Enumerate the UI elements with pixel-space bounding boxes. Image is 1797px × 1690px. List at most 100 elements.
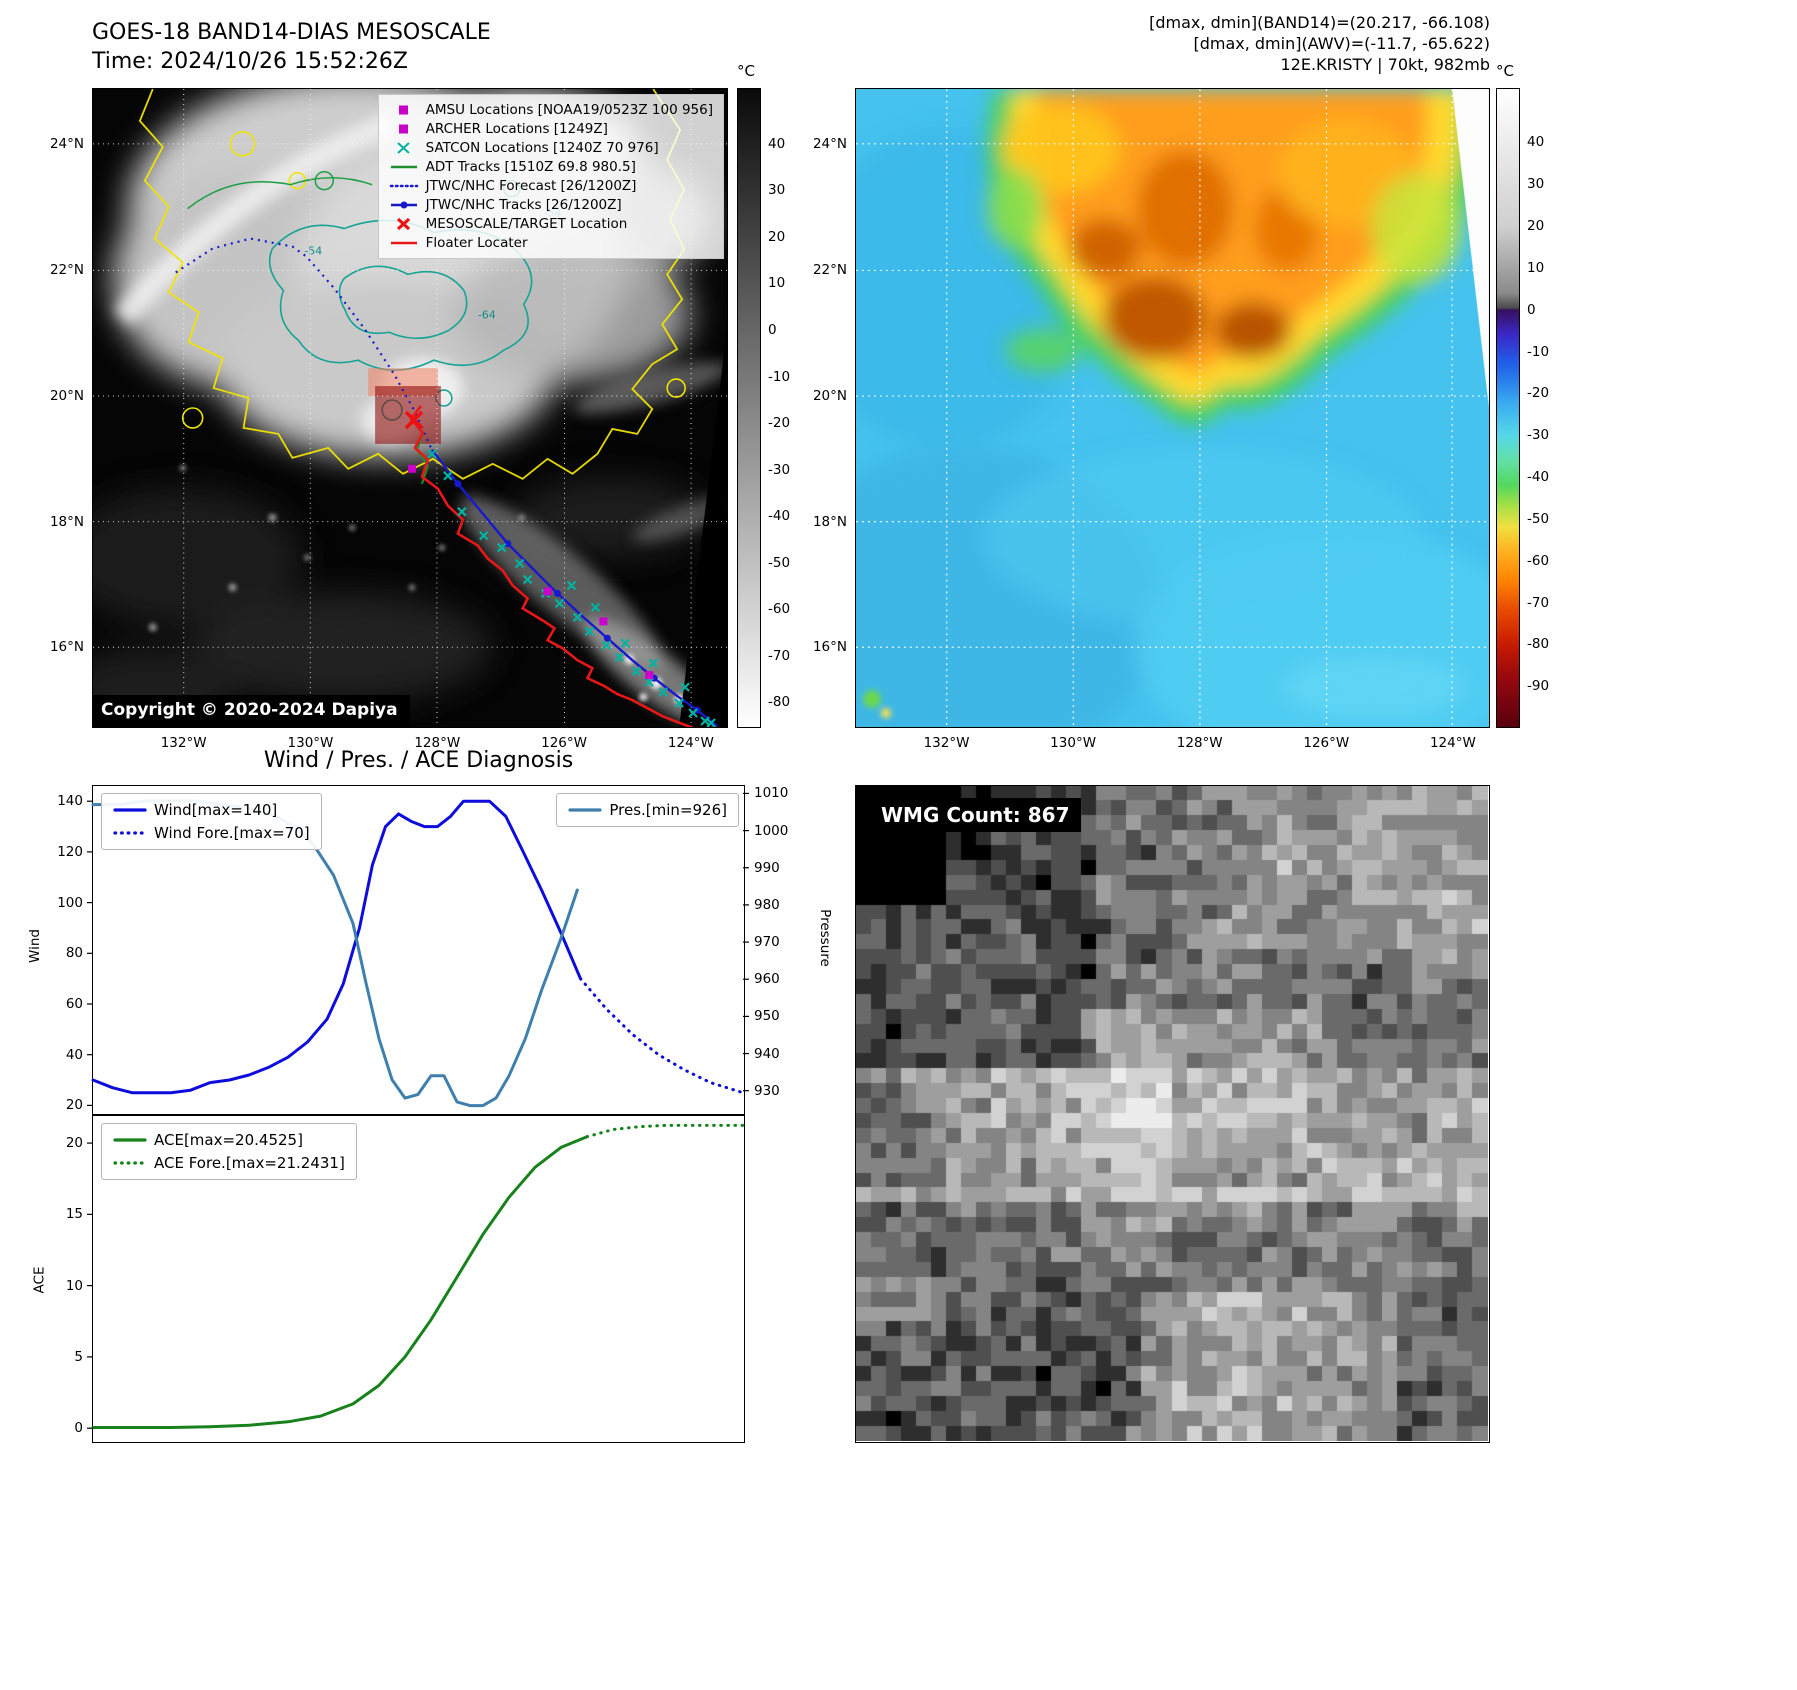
legend-label: Pres.[min=926]: [609, 801, 727, 819]
colorbar-tick-label: -70: [768, 647, 791, 664]
lat-tick-label: 24°N: [49, 135, 84, 152]
legend-item: MESOSCALE/TARGET Location: [389, 216, 713, 232]
lat-tick-label: 22°N: [812, 262, 847, 279]
dmax-dmin-band14-label: [dmax, dmin](BAND14)=(20.217, -66.108): [1149, 13, 1490, 32]
axis-tick-label: 15: [65, 1206, 83, 1223]
colorbar-tick-label: -50: [1527, 510, 1550, 527]
colorbar-tick-label: 20: [768, 228, 786, 245]
lat-tick-label: 16°N: [812, 639, 847, 656]
lat-tick-label: 22°N: [49, 262, 84, 279]
wind-legend: Wind[max=140] Wind Fore.[max=70]: [101, 793, 322, 850]
axis-tick-label: 80: [65, 945, 83, 962]
axis-tick-label: 0: [74, 1420, 83, 1437]
axis-tick-label: 120: [57, 843, 83, 860]
ace-axis-label: ACE: [31, 1266, 48, 1294]
right-colorbar: °C 40 30 20 10 0 -10 -20 -30 -40 -50 -60 -70 -80 -90: [1496, 62, 1549, 728]
colorbar-tick-label: -80: [1527, 636, 1550, 653]
satellite-time-label: Time: 2024/10/26 15:52:26Z: [92, 49, 408, 74]
jtwc-best-track: [430, 449, 718, 727]
axis-tick-label: 20: [65, 1135, 83, 1152]
lat-tick-label: 20°N: [49, 387, 84, 404]
satcon-x-icon: [396, 142, 410, 154]
legend-item: ACE Fore.[max=21.2431]: [113, 1154, 345, 1172]
colorbar-tick-label: 40: [1527, 134, 1545, 151]
lat-tick-label: 18°N: [49, 513, 84, 530]
legend-item: ARCHER Locations [1249Z]: [389, 121, 713, 137]
jtwc-forecast-dotted-icon: [389, 184, 418, 188]
right-map-annotations: [dmax, dmin](BAND14)=(20.217, -66.108) […: [855, 12, 1490, 75]
lon-tick-label: 130°W: [1050, 735, 1097, 751]
legend-item: JTWC/NHC Forecast [26/1200Z]: [389, 178, 713, 194]
legend-label: SATCON Locations [1240Z 70 976]: [425, 140, 659, 156]
colorbar-tick-label: -40: [768, 508, 791, 525]
colorbar-tick-label: 10: [1527, 259, 1545, 276]
copyright-banner: Copyright © 2020-2024 Dapiya: [93, 695, 410, 727]
awv-map-panel: 24°N 22°N 20°N 18°N 16°N 132°W 130°W 128°W 126°W…: [813, 88, 1490, 751]
legend-item: SATCON Locations [1240Z 70 976]: [389, 140, 713, 156]
colorbar-tick-label: 0: [1527, 301, 1536, 318]
adt-track-line-icon: [390, 165, 417, 169]
colorbar-unit-label: °C: [737, 62, 755, 80]
axis-tick-label: 1010: [754, 785, 789, 802]
axis-tick-label: 970: [754, 934, 780, 951]
axis-tick-label: 940: [754, 1045, 780, 1062]
legend-item: AMSU Locations [NOAA19/0523Z 100 956]: [389, 102, 713, 118]
latlon-grid: [856, 89, 1489, 727]
series-ACE[max=20.4525]: [91, 1135, 589, 1429]
legend-label: ARCHER Locations [1249Z]: [425, 121, 608, 137]
lat-tick-label: 16°N: [49, 639, 84, 656]
colorbar-tick-label: -60: [1527, 552, 1550, 569]
archer-square-icon: [398, 124, 408, 134]
legend-label: JTWC/NHC Tracks [26/1200Z]: [425, 197, 622, 213]
pressure-axis-label: Pressure: [816, 909, 833, 967]
pressure-legend: Pres.[min=926]: [556, 793, 739, 827]
colorbar-tick-label: -30: [768, 461, 791, 478]
cold-cloud-contour-yellow-loops: [181, 131, 686, 429]
floater-track-line: [409, 405, 694, 727]
lon-tick-label: 132°W: [160, 735, 207, 751]
colorbar-tick-label: -10: [1527, 343, 1550, 360]
axis-tick-label: 930: [754, 1082, 780, 1099]
dmax-dmin-awv-label: [dmax, dmin](AWV)=(-11.7, -65.622): [1193, 34, 1490, 53]
ace-plot: [87, 1123, 745, 1429]
lon-tick-label: 128°W: [1176, 735, 1223, 751]
wmg-count-badge: WMG Count: 867: [870, 798, 1081, 832]
colorbar-tick-label: -40: [1527, 469, 1550, 486]
legend-label: Floater Locater: [425, 235, 528, 251]
colorbar-tick-label: 40: [768, 135, 786, 152]
legend-item: Wind Fore.[max=70]: [113, 824, 310, 842]
colorbar-tick-label: 10: [768, 275, 786, 292]
awv-satellite-image: [856, 89, 1489, 727]
axis-tick-label: 10: [65, 1277, 83, 1294]
legend-label: ACE Fore.[max=21.2431]: [154, 1154, 345, 1172]
colorbar-tick-label: -80: [768, 694, 791, 711]
line-sample-icon: [113, 1138, 147, 1142]
mesoscale-target-x-icon: [396, 217, 410, 231]
diagnosis-title: Wind / Pres. / ACE Diagnosis: [263, 748, 574, 773]
legend-label: Wind[max=140]: [154, 801, 278, 819]
line-sample-icon: [568, 808, 602, 812]
svg-text:-64: -64: [478, 308, 496, 321]
storm-id-label: 12E.KRISTY | 70kt, 982mb: [1280, 55, 1491, 74]
colorbar-tick-label: 20: [1527, 218, 1545, 235]
axis-tick-label: 990: [754, 859, 780, 876]
legend-label: Wind Fore.[max=70]: [154, 824, 310, 842]
line-sample-icon: [113, 831, 147, 835]
axis-tick-label: 950: [754, 1008, 780, 1025]
legend-item: Floater Locater: [389, 235, 713, 251]
colorbar-tick-label: -20: [768, 415, 791, 432]
lon-tick-label: 126°W: [1303, 735, 1350, 751]
axis-tick-label: 980: [754, 896, 780, 913]
lon-tick-label: 124°W: [1429, 735, 1476, 751]
amsu-archer-location-markers: [408, 464, 654, 680]
goes18-ir-map-panel: -54-64-54: [50, 88, 728, 751]
axis-tick-label: 60: [65, 996, 83, 1012]
left-map-legend: AMSU Locations [NOAA19/0523Z 100 956] ARC…: [377, 94, 724, 259]
satellite-product-title: GOES-18 BAND14-DIAS MESOSCALE: [92, 20, 491, 45]
colorbar-tick-label: 30: [1527, 176, 1545, 193]
satcon-location-markers: [427, 449, 716, 727]
colorbar-tick-label: -70: [1527, 594, 1550, 611]
colorbar-tick-label: -30: [1527, 427, 1550, 444]
ace-legend: ACE[max=20.4525] ACE Fore.[max=21.2431]: [101, 1123, 357, 1180]
